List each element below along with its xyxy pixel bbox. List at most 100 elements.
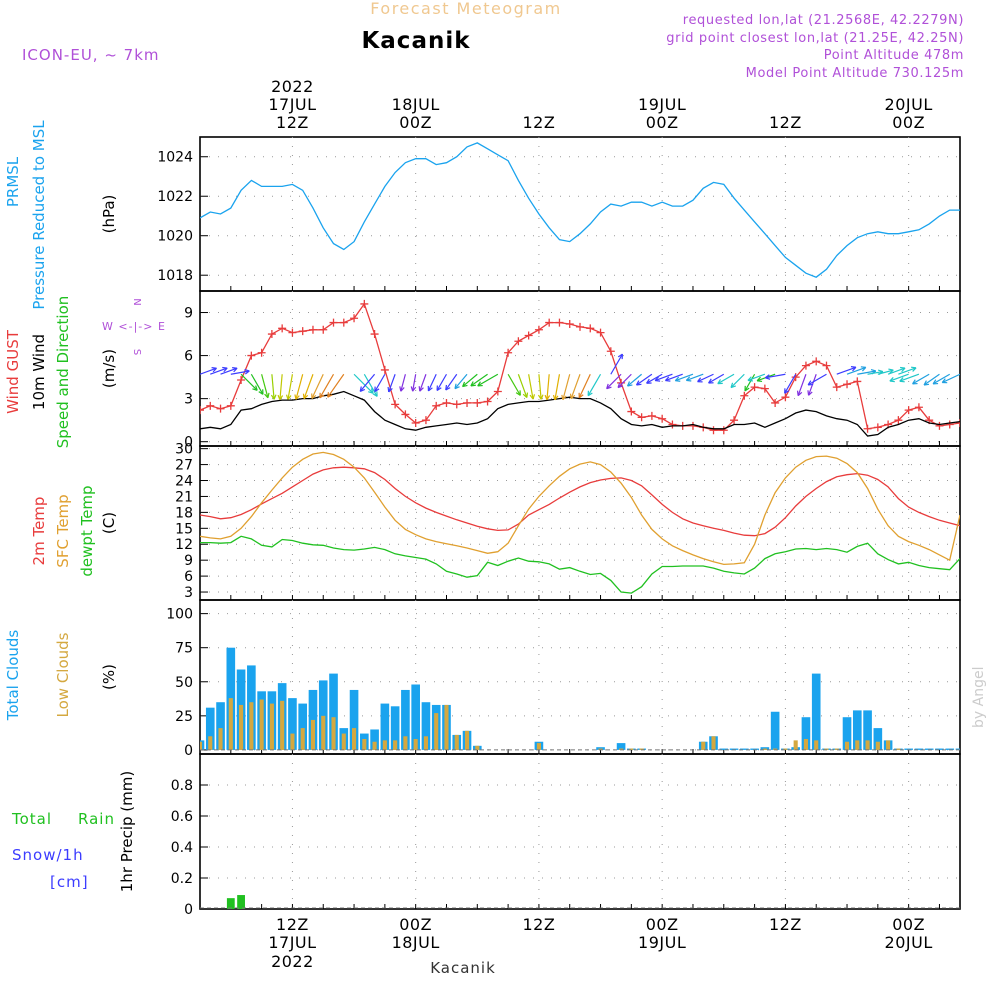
- gust-marker: [380, 365, 389, 374]
- wind-arrow: [836, 366, 857, 375]
- wind-arrow: [528, 374, 534, 400]
- cloud-bar-low: [536, 743, 541, 750]
- cloud-bar-low: [701, 741, 706, 750]
- cloud-bar-total: [935, 748, 944, 750]
- wind-arrow: [646, 373, 663, 384]
- gust-marker: [658, 414, 667, 423]
- y-tick-label: 24: [175, 474, 193, 490]
- cloud-bar-total: [750, 748, 759, 750]
- bottom-tick-hour: 00Z: [646, 915, 679, 934]
- gust-marker: [719, 426, 728, 435]
- wind-arrow: [606, 373, 622, 390]
- wind-barbs: [200, 353, 960, 401]
- wind-arrow-head: [410, 386, 417, 392]
- cloud-bar-low: [259, 699, 264, 750]
- wind-arrow-head: [427, 385, 433, 392]
- gust-marker: [308, 325, 317, 334]
- wind-arrow-head: [744, 385, 750, 392]
- wind-arrow-head: [515, 390, 521, 396]
- cloud-bar-low: [475, 745, 480, 750]
- panel-frame: [199, 136, 961, 292]
- gust-marker: [740, 391, 749, 400]
- gust-marker: [493, 387, 502, 396]
- wind-arrow-head: [372, 391, 378, 397]
- cloud-bar-low: [444, 704, 449, 750]
- wind-arrow: [517, 374, 528, 398]
- bottom-tick-group: 12Z: [523, 915, 555, 934]
- cloud-bar-total: [616, 743, 626, 750]
- wind-arrow-head: [626, 381, 633, 387]
- cloud-bar-low: [310, 719, 316, 750]
- wind-arrow-head: [578, 392, 584, 399]
- cloud-bar-low: [875, 741, 880, 750]
- wind-arrow-head: [294, 394, 300, 400]
- wind-arrow-head: [747, 376, 753, 382]
- gust-marker: [832, 383, 841, 392]
- cloud-bar-low: [824, 748, 829, 750]
- wind-arrow: [436, 373, 448, 391]
- wind-arrow-head: [462, 381, 468, 388]
- cloud-bar-total: [205, 707, 215, 750]
- y-tick-label: 1022: [157, 189, 193, 205]
- wind-arrow-head: [418, 386, 424, 392]
- gust-marker: [853, 377, 862, 386]
- panel-content-precip: [200, 895, 960, 909]
- wind-arrow-head: [685, 376, 692, 382]
- gust-marker: [627, 407, 636, 416]
- wind-arrow: [562, 374, 571, 400]
- wind-arrow-head: [270, 394, 277, 400]
- wind-arrow: [867, 370, 884, 375]
- gust-marker: [411, 419, 420, 428]
- wind-arrow: [427, 373, 437, 392]
- gust-marker: [894, 416, 903, 425]
- gust-marker: [914, 403, 923, 412]
- wind-arrow-head: [258, 389, 264, 395]
- cloud-bar-total: [873, 728, 883, 750]
- panel-content-pressure: [200, 142, 960, 278]
- wind-arrow-head: [285, 394, 292, 400]
- top-tick-date: 18JUL: [392, 95, 440, 114]
- cloud-bar-low: [239, 704, 244, 750]
- y-tick-label: 12: [175, 537, 193, 553]
- compass-legend: W <-|-> E N S: [102, 298, 165, 355]
- cloud-bar-low: [434, 713, 439, 750]
- wind-arrow: [303, 374, 314, 399]
- cloud-bar-low: [393, 740, 398, 750]
- gust-marker: [524, 331, 533, 340]
- cloud-bar-total: [411, 684, 420, 750]
- gust-marker: [401, 410, 410, 419]
- y-tick-label: 30: [175, 442, 193, 458]
- wind-arrow-head: [477, 381, 483, 387]
- panel-label: SFC Temp: [54, 494, 72, 567]
- cloud-bar-low: [413, 739, 418, 750]
- wind-arrow-head: [617, 353, 624, 360]
- gust-marker: [956, 419, 960, 428]
- gust-marker: [771, 398, 780, 407]
- wind-arrow-head: [374, 386, 380, 393]
- panel-label: Total Clouds: [4, 630, 22, 722]
- wind-arrow: [319, 373, 335, 399]
- wind-arrow-head: [569, 393, 576, 400]
- panel-grid: [200, 754, 960, 909]
- gust-marker: [483, 397, 492, 406]
- wind-arrow-head: [756, 376, 763, 383]
- gust-marker: [576, 322, 584, 331]
- panel-pressure: 1018 1020 1022 1024 (hPa) PRMSL Pressure Reduc…: [4, 120, 961, 310]
- cloud-bar-low: [423, 736, 428, 750]
- gust-marker: [760, 384, 769, 393]
- wind-arrow-head: [654, 376, 661, 382]
- wind-arrow: [311, 373, 324, 399]
- wind-arrow: [353, 373, 374, 394]
- wind-arrow-head: [912, 379, 918, 385]
- precip-bar: [226, 898, 235, 909]
- panel-label: Wind GUST: [4, 329, 22, 414]
- gust-marker: [319, 325, 328, 334]
- wind-arrow-head: [311, 393, 317, 400]
- wind-arrow-head: [544, 394, 551, 401]
- wind-arrow: [923, 373, 940, 386]
- panel-content-clouds: [200, 647, 960, 751]
